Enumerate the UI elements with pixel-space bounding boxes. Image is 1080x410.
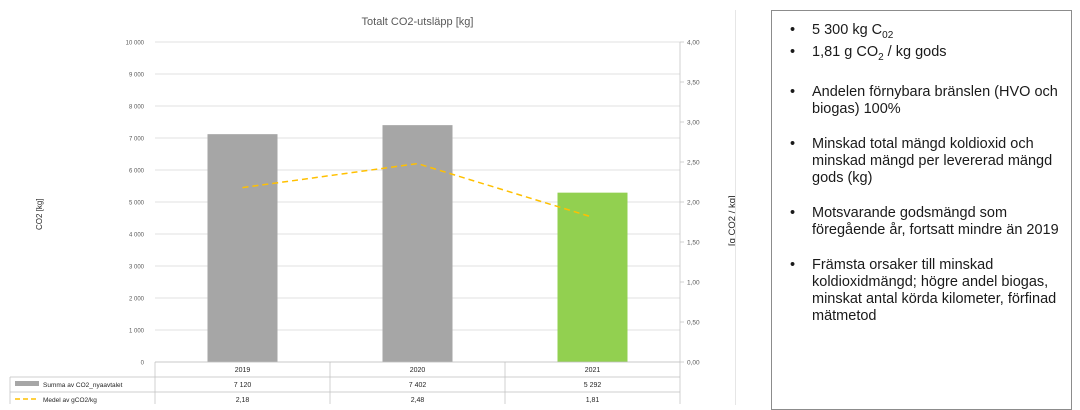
category-label: 2019 — [235, 367, 251, 374]
bar-2020 — [382, 125, 453, 362]
bar-value-label: 5 292 — [584, 382, 602, 389]
bar-value-label: 7 120 — [234, 382, 252, 389]
legend-key-bar — [15, 381, 39, 386]
right-tick-label: 4,00 — [687, 40, 700, 47]
divider — [735, 10, 736, 405]
category-label: 2021 — [585, 367, 601, 374]
left-tick-label: 2 000 — [129, 297, 145, 303]
note-renewable-fuels: Andelen förnybara bränslen (HVO och biog… — [790, 84, 1063, 118]
chart-title: Totalt CO2-utsläpp [kg] — [362, 16, 474, 28]
left-tick-label: 0 — [141, 361, 145, 367]
left-tick-label: 5 000 — [129, 201, 145, 207]
line-value-label: 2,48 — [411, 397, 425, 404]
left-tick-label: 7 000 — [129, 137, 145, 143]
left-tick-label: 9 000 — [129, 73, 145, 79]
right-tick-label: 1,00 — [687, 280, 700, 287]
left-tick-label: 10 000 — [126, 41, 145, 47]
right-tick-label: 0,50 — [687, 320, 700, 327]
notes-box: 5 300 kg C02 1,81 g CO2 / kg gods Andele… — [771, 10, 1072, 410]
bar-2021 — [557, 192, 628, 362]
right-tick-label: 2,00 — [687, 200, 700, 207]
right-tick-label: 1,50 — [687, 240, 700, 247]
note-volume: Motsvarande godsmängd som föregående år,… — [790, 205, 1063, 239]
legend-label-bar: Summa av CO2_nyaavtalet — [43, 382, 123, 389]
left-axis-label: CO2 [kg] — [35, 198, 44, 230]
right-tick-label: 0,00 — [687, 360, 700, 367]
right-tick-label: 2,50 — [687, 160, 700, 167]
note-per-kg: 1,81 g CO2 / kg gods — [790, 44, 1063, 66]
right-tick-label: 3,50 — [687, 80, 700, 87]
bar-value-label: 7 402 — [409, 382, 427, 389]
notes-list: 5 300 kg C02 1,81 g CO2 / kg gods Andele… — [772, 11, 1071, 325]
combo-chart: Totalt CO2-utsläpp [kg] 0 1 000 2 000 3 000 4… — [9, 16, 735, 404]
left-tick-label: 6 000 — [129, 169, 145, 175]
note-total-co2: 5 300 kg C02 — [790, 22, 1063, 44]
left-tick-label: 8 000 — [129, 105, 145, 111]
note-reduction: Minskad total mängd koldioxid och minska… — [790, 136, 1063, 187]
left-tick-label: 1 000 — [129, 329, 145, 335]
legend-label-line: Medel av gCO2/kg — [43, 397, 97, 404]
right-axis-label: [g CO2 / kg] — [727, 195, 735, 246]
right-tick-label: 3,00 — [687, 120, 700, 127]
category-label: 2020 — [410, 367, 426, 374]
chart-panel: Totalt CO2-utsläpp [kg] 0 1 000 2 000 3 000 4… — [9, 16, 735, 404]
left-tick-label: 3 000 — [129, 265, 145, 271]
left-tick-label: 4 000 — [129, 233, 145, 239]
line-value-label: 1,81 — [586, 397, 600, 404]
note-causes: Främsta orsaker till minskad koldioxidmä… — [790, 257, 1063, 325]
line-value-label: 2,18 — [236, 397, 250, 404]
bar-2019 — [207, 134, 278, 362]
